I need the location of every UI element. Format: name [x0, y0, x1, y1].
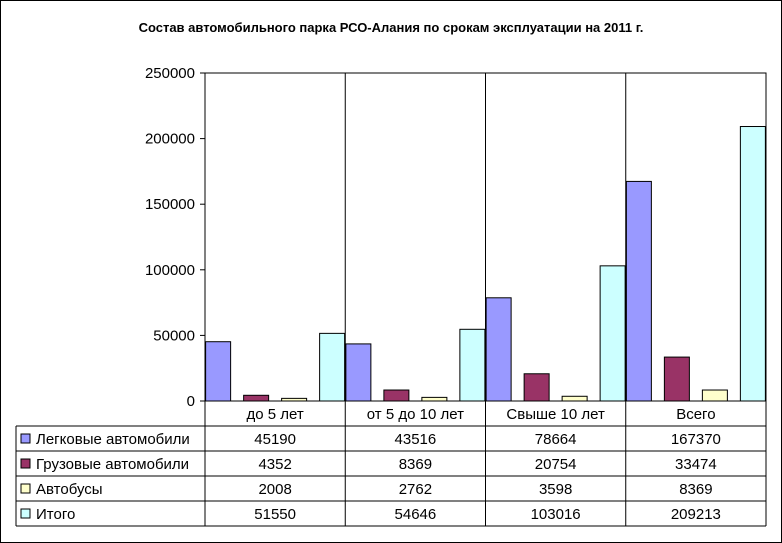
y-tick-label: 100000	[145, 262, 195, 279]
x-tick-label: от 5 до 10 лет	[367, 406, 464, 423]
bar	[345, 343, 372, 402]
legend-entry: Легковые автомобили	[36, 431, 190, 448]
bar	[281, 397, 308, 402]
data-label: 20754	[535, 456, 577, 473]
x-tick-label: Всего	[676, 406, 715, 423]
y-axis-ticks: 0 50000 100000 150000 200000 250000	[145, 65, 205, 410]
y-tick-label: 50000	[153, 327, 195, 344]
x-tick-label: Свыше 10 лет	[506, 406, 605, 423]
bar	[701, 389, 728, 402]
bar	[485, 297, 512, 402]
data-label: 103016	[531, 506, 581, 523]
legend-entry: Автобусы	[36, 481, 103, 498]
legend-entry: Итого	[36, 506, 75, 523]
bar	[205, 341, 232, 402]
data-table: до 5 лет от 5 до 10 лет Свыше 10 лет Всего Л…	[15, 401, 767, 527]
data-label: 33474	[675, 456, 717, 473]
bar	[459, 328, 486, 402]
data-label: 43516	[395, 431, 437, 448]
legend-key	[20, 508, 31, 519]
chart-title: Состав автомобильного парка РСО-Алания п…	[138, 20, 644, 35]
data-label: 3598	[539, 481, 572, 498]
data-label: 209213	[671, 506, 721, 523]
legend-entry: Грузовые автомобили	[36, 456, 189, 473]
data-label: 8369	[399, 456, 432, 473]
bar	[383, 389, 410, 402]
bar	[243, 394, 270, 402]
data-label: 45190	[254, 431, 296, 448]
bar	[599, 265, 626, 402]
data-label: 51550	[254, 506, 296, 523]
y-tick-label: 150000	[145, 196, 195, 213]
legend-key	[20, 483, 31, 494]
plot-grid	[204, 72, 767, 402]
y-tick-label: 200000	[145, 131, 195, 148]
data-label: 2008	[258, 481, 291, 498]
y-tick-label: 250000	[145, 65, 195, 82]
bars	[205, 126, 766, 402]
data-label: 167370	[671, 431, 721, 448]
bar	[523, 373, 550, 402]
bar	[421, 396, 448, 402]
legend-key	[20, 433, 31, 444]
bar	[319, 332, 346, 402]
bar	[739, 126, 766, 402]
bar	[561, 395, 588, 402]
bar	[625, 180, 652, 402]
data-label: 54646	[395, 506, 437, 523]
data-label: 2762	[399, 481, 432, 498]
bar	[663, 356, 690, 402]
data-label: 78664	[535, 431, 577, 448]
legend-key	[20, 458, 31, 469]
data-label: 8369	[679, 481, 712, 498]
x-tick-label: до 5 лет	[247, 406, 304, 423]
data-label: 4352	[258, 456, 291, 473]
y-tick-label: 0	[187, 393, 195, 410]
